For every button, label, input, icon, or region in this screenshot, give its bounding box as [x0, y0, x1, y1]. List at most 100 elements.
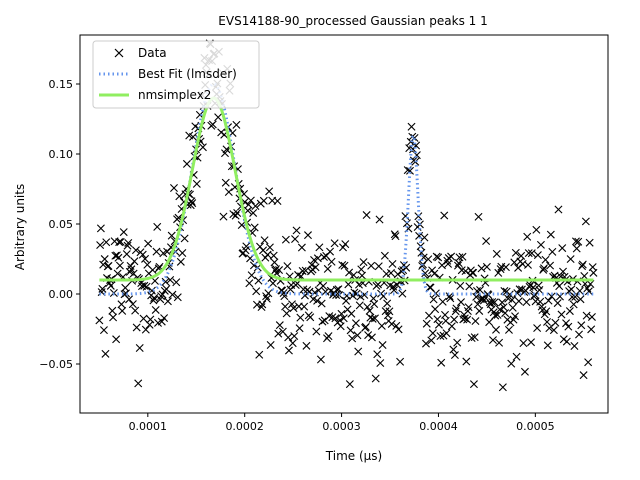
- y-axis-label: Arbitrary units: [13, 184, 27, 270]
- data-point: [169, 184, 178, 192]
- data-point: [284, 346, 293, 355]
- data-point: [498, 298, 507, 307]
- data-point: [160, 314, 169, 323]
- data-point: [275, 266, 284, 275]
- data-point: [570, 342, 579, 350]
- data-point: [124, 238, 133, 247]
- data-point: [151, 305, 160, 314]
- data-point: [407, 122, 416, 131]
- y-tick-label: 0.00: [49, 288, 74, 301]
- data-point: [113, 269, 122, 278]
- data-point: [125, 295, 134, 304]
- data-point: [428, 329, 437, 338]
- data-point: [402, 263, 411, 272]
- data-point: [128, 300, 137, 309]
- data-point: [283, 262, 292, 271]
- data-point: [340, 261, 349, 270]
- data-point: [130, 257, 139, 266]
- data-point: [361, 322, 370, 331]
- data-point: [112, 251, 121, 260]
- data-point: [176, 257, 185, 266]
- data-point: [445, 292, 454, 301]
- data-point: [485, 318, 494, 327]
- chart-title: EVS14188-90_processed Gaussian peaks 1 1: [218, 14, 487, 28]
- data-point: [456, 281, 465, 290]
- data-point: [244, 200, 253, 209]
- data-point: [505, 290, 514, 299]
- data-point: [406, 166, 414, 175]
- data-point: [358, 271, 367, 280]
- data-point: [520, 367, 529, 376]
- data-point: [508, 295, 516, 304]
- data-point: [514, 297, 523, 306]
- data-point: [554, 205, 563, 214]
- data-point: [149, 296, 158, 305]
- data-point: [317, 299, 326, 308]
- data-point: [451, 307, 460, 316]
- data-point: [332, 285, 341, 294]
- data-point: [300, 302, 309, 311]
- data-point: [257, 303, 266, 312]
- data-point: [296, 313, 305, 322]
- data-point: [533, 324, 542, 333]
- data-point: [122, 289, 131, 298]
- data-point: [180, 234, 189, 243]
- data-point: [437, 358, 446, 367]
- data-point: [233, 208, 242, 217]
- data-point: [430, 269, 439, 278]
- data-point: [265, 187, 274, 196]
- data-point: [434, 253, 443, 262]
- data-point: [529, 283, 538, 292]
- data-point: [541, 255, 550, 264]
- data-point: [281, 302, 290, 311]
- data-point: [251, 202, 260, 211]
- data-point: [362, 211, 371, 220]
- data-point: [547, 292, 556, 301]
- data-point: [571, 292, 580, 301]
- data-point: [533, 251, 542, 260]
- data-point: [469, 268, 478, 277]
- data-point: [131, 306, 140, 315]
- data-point: [102, 238, 111, 247]
- data-point: [584, 287, 593, 296]
- data-point: [153, 222, 162, 231]
- data-point: [112, 335, 121, 344]
- y-tick-label: 0.10: [49, 148, 74, 161]
- data-point: [319, 281, 328, 290]
- data-point: [172, 278, 181, 287]
- data-point: [144, 239, 153, 248]
- data-point: [312, 327, 321, 336]
- data-point: [511, 248, 520, 257]
- data-point: [464, 303, 473, 312]
- data-point: [122, 250, 131, 259]
- data-point: [494, 268, 503, 277]
- data-point: [378, 341, 387, 350]
- data-point: [348, 334, 357, 343]
- data-point: [424, 255, 433, 264]
- data-point: [284, 333, 293, 342]
- x-tick-label: 0.0005: [516, 420, 555, 433]
- data-point: [428, 266, 437, 275]
- data-point: [370, 300, 379, 309]
- data-point: [232, 120, 241, 129]
- data-point: [477, 264, 486, 273]
- data-point: [577, 321, 586, 330]
- data-point: [471, 317, 480, 326]
- data-point: [498, 383, 507, 392]
- data-point: [349, 271, 358, 280]
- data-point: [237, 221, 246, 230]
- data-point: [449, 345, 458, 354]
- data-point: [507, 359, 516, 368]
- data-point: [462, 357, 471, 366]
- data-point: [524, 260, 532, 269]
- data-point: [579, 371, 588, 380]
- data-point: [396, 357, 405, 366]
- data-point: [387, 319, 396, 328]
- data-point: [198, 143, 207, 152]
- data-point: [488, 298, 497, 306]
- data-point: [182, 159, 191, 168]
- data-point: [377, 321, 386, 330]
- data-point: [542, 307, 551, 316]
- data-point: [438, 297, 447, 306]
